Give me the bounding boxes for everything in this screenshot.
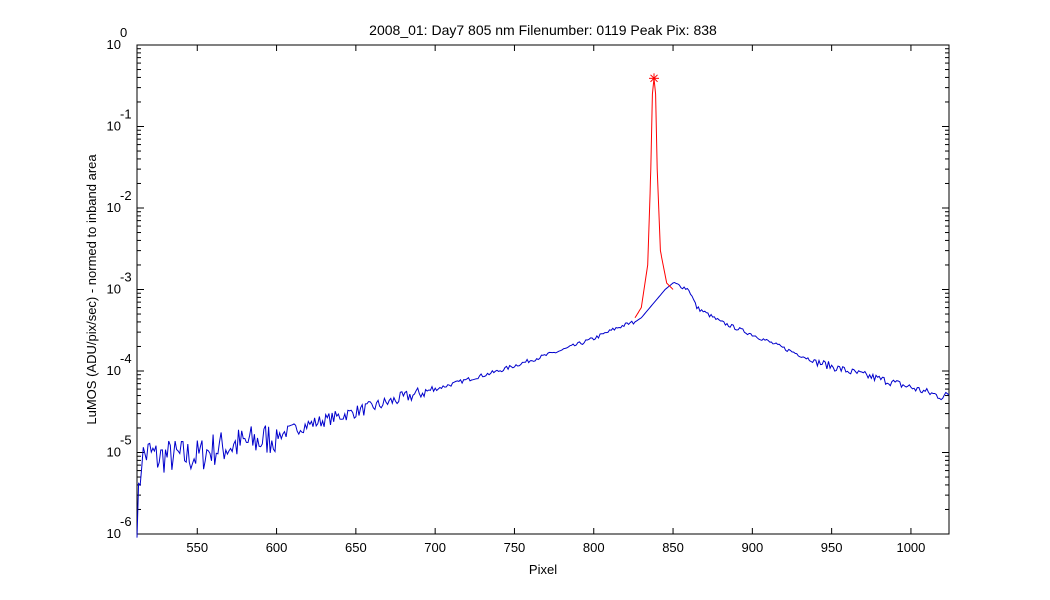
- y-tick-label-base: 10: [107, 200, 121, 215]
- x-tick-label: 700: [424, 540, 446, 555]
- x-tick-label: 1000: [896, 540, 925, 555]
- x-tick-label: 600: [266, 540, 288, 555]
- y-tick-label-exponent: 0: [120, 25, 127, 40]
- x-ticks: 550 600 650 700 750 800 850 900 950 1000: [186, 45, 925, 555]
- x-tick-label: 550: [186, 540, 208, 555]
- y-tick-label-base: 10: [107, 526, 121, 541]
- x-tick-label: 850: [662, 540, 684, 555]
- y-tick-label-base: 10: [107, 37, 121, 52]
- y-tick-label-exponent: -6: [120, 514, 132, 529]
- x-tick-label: 800: [583, 540, 605, 555]
- series-layer: [136, 73, 950, 538]
- y-tick-label-exponent: -4: [120, 351, 132, 366]
- y-axis-label: LuMOS (ADU/pix/sec) - normed to inband a…: [84, 154, 99, 425]
- y-tick-label-exponent: -2: [120, 188, 132, 203]
- y-tick-label-exponent: -1: [120, 107, 132, 122]
- chart-title: 2008_01: Day7 805 nm Filenumber: 0119 Pe…: [369, 22, 717, 38]
- axes-box: [136, 44, 950, 535]
- x-axis-label: Pixel: [529, 562, 557, 577]
- x-tick-label: 650: [345, 540, 367, 555]
- y-tick-label-exponent: -5: [120, 433, 132, 448]
- y-tick-label-base: 10: [107, 119, 121, 134]
- y-tick-label-base: 10: [107, 445, 121, 460]
- peak-line: [634, 78, 674, 319]
- peak-marker: [649, 73, 660, 84]
- y-tick-label-exponent: -3: [120, 270, 132, 285]
- spectrum-line: [136, 281, 950, 538]
- x-tick-label: 750: [504, 540, 526, 555]
- x-tick-label: 950: [821, 540, 843, 555]
- y-tick-label-base: 10: [107, 282, 121, 297]
- y-tick-label-base: 10: [107, 363, 121, 378]
- x-tick-label: 900: [741, 540, 763, 555]
